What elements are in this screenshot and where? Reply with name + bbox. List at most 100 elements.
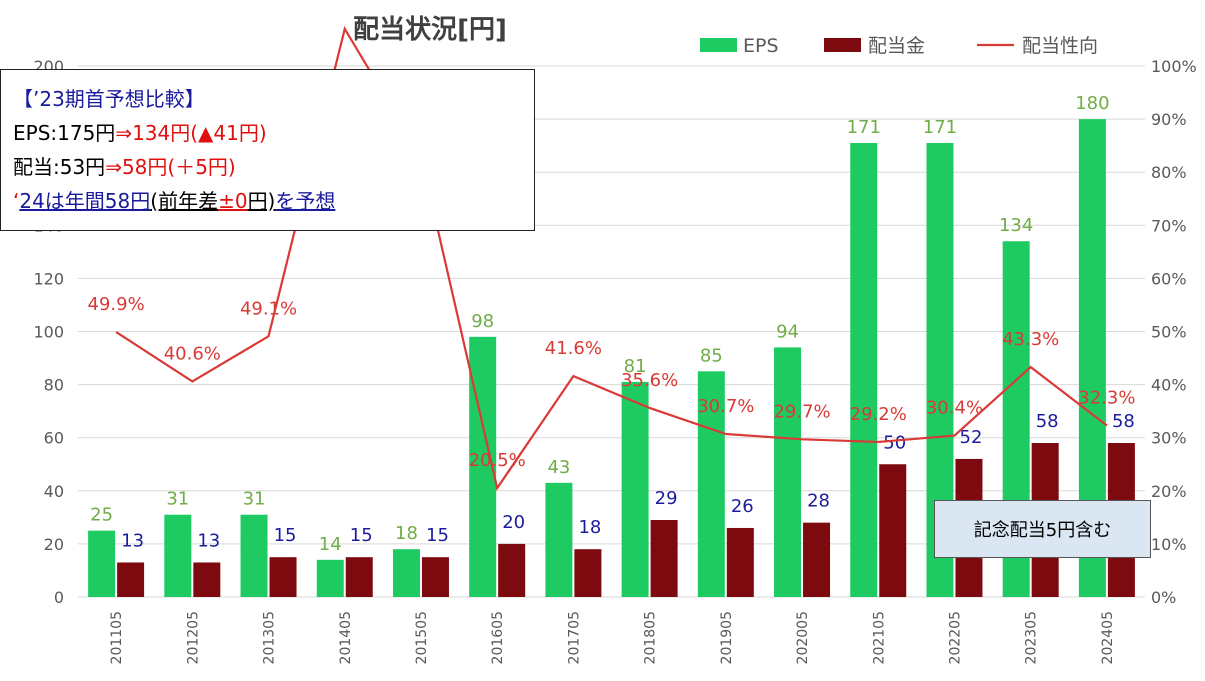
payout-data-label: 20.5% (469, 450, 526, 471)
note-forecast-mark: ‘ (13, 189, 20, 213)
payout-data-label: 49.9% (88, 294, 145, 315)
eps-bar (774, 347, 802, 597)
eps-bar (697, 371, 725, 597)
dividend-bar (650, 520, 678, 597)
eps-data-label: 134 (999, 215, 1033, 236)
note-forecast-c: ±0 (218, 189, 248, 213)
dividend-data-label: 15 (350, 525, 373, 546)
eps-bar (545, 482, 573, 597)
eps-bar (240, 514, 268, 597)
y2-tick-label: 80% (1151, 163, 1187, 182)
eps-bar (316, 559, 344, 597)
legend-payout-label: 配当性向 (1022, 35, 1098, 57)
eps-data-label: 85 (700, 345, 723, 366)
eps-data-label: 180 (1075, 93, 1109, 114)
dividend-data-label: 52 (960, 427, 983, 448)
commemorative-dividend-callout: 記念配当5円含む (934, 500, 1151, 558)
payout-data-label: 41.6% (545, 338, 602, 359)
dividend-bar (879, 464, 907, 597)
eps-bar (164, 514, 192, 597)
forecast-note-box: 【’23期首予想比較】 EPS:175円⇒134円(▲41円) 配当:53円⇒5… (0, 69, 535, 231)
y2-tick-label: 100% (1151, 57, 1197, 76)
chart-title: 配当状況[円] (353, 15, 507, 45)
dividend-bar (574, 549, 602, 597)
x-tick-label: 202205 (947, 611, 963, 664)
note-div-prefix: 配当:53円 (13, 155, 106, 179)
dividend-data-label: 28 (807, 491, 830, 512)
legend-dividend-label: 配当金 (868, 35, 925, 57)
y2-tick-label: 70% (1151, 216, 1187, 235)
eps-data-label: 98 (471, 311, 494, 332)
dividend-data-label: 18 (578, 517, 601, 538)
note-dividend-line: 配当:53円⇒58円(＋5円) (13, 150, 534, 184)
y-tick-label: 40 (44, 482, 64, 501)
dividend-data-label: 50 (883, 432, 906, 453)
eps-data-label: 94 (776, 321, 799, 342)
x-tick-label: 201805 (643, 611, 659, 664)
y2-tick-label: 90% (1151, 110, 1187, 129)
eps-bar (392, 549, 420, 597)
dividend-bar (193, 562, 221, 597)
note-eps-change: ⇒134円(▲41円) (115, 121, 267, 145)
x-tick-label: 201105 (109, 611, 125, 664)
payout-data-label: 40.6% (164, 343, 221, 364)
eps-data-label: 171 (923, 117, 957, 138)
payout-ratio-line (115, 25, 1108, 491)
eps-data-label: 81 (624, 356, 647, 377)
note-forecast-line: ‘24は年間58円(前年差±0円)を予想 (13, 184, 534, 218)
eps-bar (621, 381, 649, 597)
eps-data-label: 14 (319, 534, 342, 555)
x-tick-label: 202305 (1024, 611, 1040, 664)
note-forecast-e: を予想 (275, 189, 336, 213)
payout-data-label: 32.3% (1078, 387, 1135, 408)
x-tick-label: 201605 (490, 611, 506, 664)
dividend-data-label: 29 (655, 488, 678, 509)
note-eps-prefix: EPS:175円 (13, 121, 116, 145)
x-tick-label: 202005 (795, 611, 811, 664)
y2-tick-label: 60% (1151, 269, 1187, 288)
y2-tick-label: 0% (1151, 588, 1176, 607)
x-tick-label: 201705 (566, 611, 582, 664)
dividend-bar (726, 527, 754, 597)
y-tick-label: 100 (33, 323, 64, 342)
note-eps-line: EPS:175円⇒134円(▲41円) (13, 116, 534, 150)
x-tick-label: 202105 (871, 611, 887, 664)
y2-tick-label: 30% (1151, 429, 1187, 448)
y2-tick-label: 20% (1151, 482, 1187, 501)
dividend-data-label: 13 (197, 530, 220, 551)
y-tick-label: 120 (33, 269, 64, 288)
payout-data-label: 43.3% (1002, 329, 1059, 350)
eps-data-label: 31 (166, 489, 189, 510)
legend-eps-swatch (700, 38, 737, 52)
dividend-data-label: 58 (1036, 411, 1059, 432)
dividend-data-label: 58 (1112, 411, 1135, 432)
legend-dividend-swatch (824, 38, 861, 52)
eps-bar (88, 530, 116, 597)
dividend-data-label: 13 (121, 530, 144, 551)
dividend-bar (269, 557, 297, 597)
dividend-bar (421, 557, 449, 597)
x-tick-label: 202405 (1100, 611, 1116, 664)
y-tick-label: 0 (54, 588, 64, 607)
eps-data-label: 25 (90, 505, 113, 526)
eps-data-label: 18 (395, 523, 418, 544)
y-tick-label: 80 (44, 376, 64, 395)
x-tick-label: 201905 (719, 611, 735, 664)
y2-tick-label: 50% (1151, 323, 1187, 342)
dividend-data-label: 15 (274, 525, 297, 546)
x-tick-label: 201305 (262, 611, 278, 664)
x-tick-label: 201405 (338, 611, 354, 664)
payout-data-label: 29.2% (850, 404, 907, 425)
eps-data-label: 171 (847, 117, 881, 138)
y2-tick-label: 10% (1151, 535, 1187, 554)
note-heading: 【’23期首予想比較】 (13, 87, 205, 111)
eps-bar (850, 142, 878, 597)
dividend-bar (117, 562, 145, 597)
dividend-data-label: 26 (731, 496, 754, 517)
note-div-change: ⇒58円(＋5円) (105, 155, 236, 179)
payout-data-label: 35.6% (621, 370, 678, 391)
x-tick-label: 201505 (414, 611, 430, 664)
payout-data-label: 30.4% (926, 398, 983, 419)
payout-data-label: 29.7% (773, 401, 830, 422)
y2-tick-label: 40% (1151, 376, 1187, 395)
